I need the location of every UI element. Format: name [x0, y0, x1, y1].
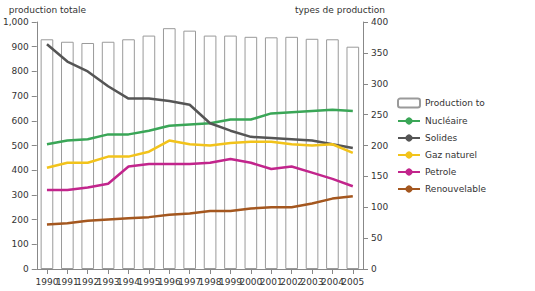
svg-text:Nucléaire: Nucléaire — [425, 116, 468, 126]
svg-text:250: 250 — [371, 110, 388, 120]
svg-text:Solides: Solides — [425, 133, 457, 143]
svg-text:Gaz naturel: Gaz naturel — [425, 150, 477, 160]
svg-text:0: 0 — [23, 264, 29, 274]
svg-text:1997: 1997 — [178, 276, 202, 287]
svg-text:900: 900 — [12, 42, 29, 52]
svg-text:2002: 2002 — [280, 276, 304, 287]
svg-text:100: 100 — [371, 202, 388, 212]
svg-text:200: 200 — [371, 141, 388, 151]
svg-text:1998: 1998 — [198, 276, 222, 287]
svg-text:100: 100 — [12, 239, 29, 249]
svg-text:500: 500 — [12, 141, 29, 151]
svg-text:1994: 1994 — [117, 276, 140, 287]
svg-text:600: 600 — [12, 116, 29, 126]
svg-text:200: 200 — [12, 215, 29, 225]
svg-text:150: 150 — [371, 171, 388, 181]
svg-text:1,000: 1,000 — [3, 17, 29, 27]
svg-text:2005: 2005 — [341, 277, 364, 287]
svg-text:350: 350 — [371, 48, 388, 58]
svg-text:1992: 1992 — [76, 276, 100, 287]
svg-text:Petrole: Petrole — [425, 167, 457, 177]
svg-text:1996: 1996 — [157, 276, 181, 287]
svg-text:production totale: production totale — [9, 5, 87, 15]
svg-text:800: 800 — [12, 66, 29, 76]
svg-text:400: 400 — [371, 17, 388, 27]
svg-text:400: 400 — [12, 165, 29, 175]
svg-text:Renouvelable: Renouvelable — [425, 184, 486, 194]
svg-text:1999: 1999 — [219, 276, 242, 287]
svg-text:300: 300 — [12, 190, 29, 200]
svg-text:types de production: types de production — [295, 5, 385, 15]
svg-text:50: 50 — [371, 233, 383, 243]
svg-text:Production to: Production to — [425, 98, 485, 108]
svg-text:700: 700 — [12, 91, 29, 101]
svg-text:1990: 1990 — [35, 276, 59, 287]
svg-text:1995: 1995 — [137, 276, 161, 287]
svg-text:0: 0 — [371, 264, 377, 274]
svg-text:1993: 1993 — [96, 276, 120, 287]
svg-text:2003: 2003 — [300, 276, 324, 287]
svg-text:2001: 2001 — [259, 276, 283, 287]
svg-text:300: 300 — [371, 79, 388, 89]
svg-text:2004: 2004 — [321, 276, 344, 287]
svg-text:1991: 1991 — [55, 276, 79, 287]
svg-text:2000: 2000 — [239, 276, 263, 287]
